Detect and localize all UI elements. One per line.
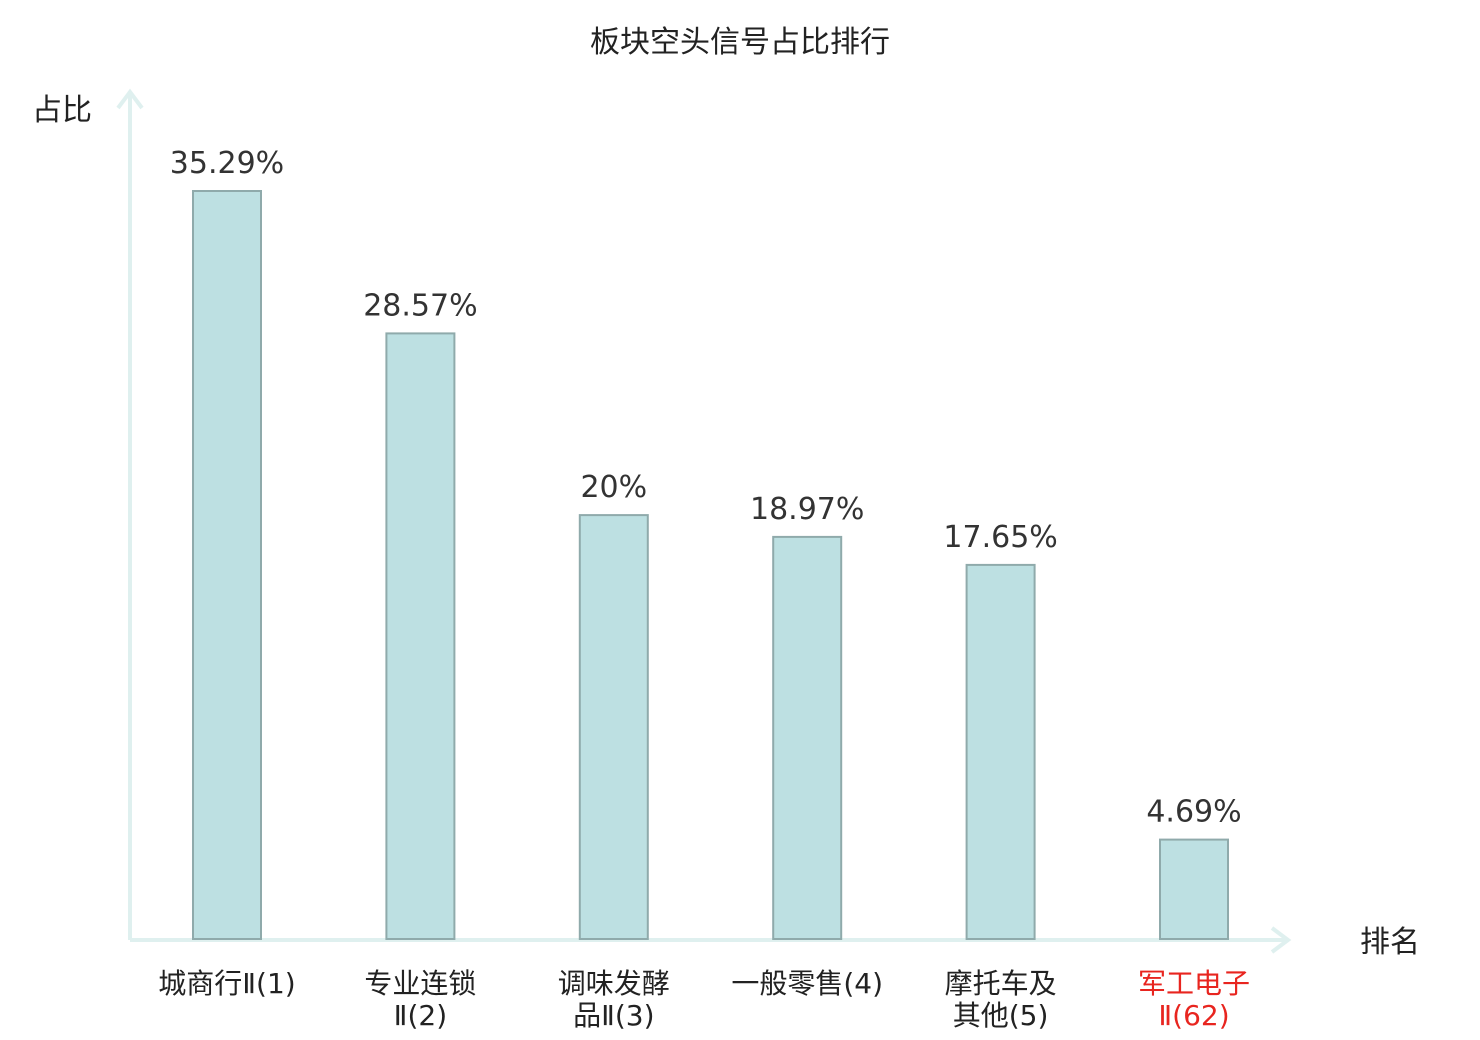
bar-value-label: 20% bbox=[580, 470, 647, 505]
x-axis bbox=[130, 926, 1292, 954]
chart-title: 板块空头信号占比排行 bbox=[590, 25, 890, 60]
x-axis-label: 排名 bbox=[1360, 925, 1420, 960]
bar-value-label: 17.65% bbox=[943, 520, 1057, 555]
category-tick-label: 调味发酵品Ⅱ(3) bbox=[558, 967, 670, 1032]
y-axis bbox=[116, 88, 144, 940]
bars-group bbox=[192, 190, 1229, 941]
category-tick-label: 军工电子 Ⅱ(62) bbox=[1138, 967, 1250, 1032]
category-labels-group: 城商行Ⅱ(1) 专业连锁 Ⅱ(2) 调味发酵品Ⅱ(3) 一般零售(4) 摩托车及其他(5)… bbox=[158, 967, 1250, 1032]
category-tick-label: 专业连锁 Ⅱ(2) bbox=[364, 967, 476, 1032]
category-tick-label: 一般零售(4) bbox=[731, 967, 883, 1000]
value-labels-group: 35.29% 28.57% 20% 18.97% 17.65% 4.69% bbox=[170, 146, 1242, 830]
bar bbox=[192, 190, 262, 940]
y-axis-label: 占比 bbox=[32, 93, 92, 128]
bar bbox=[385, 332, 456, 940]
bar-value-label: 4.69% bbox=[1146, 795, 1241, 830]
bar bbox=[772, 535, 843, 941]
bar bbox=[1159, 838, 1229, 940]
bar bbox=[965, 563, 1036, 941]
category-tick-label: 城商行Ⅱ(1) bbox=[158, 967, 295, 1000]
bar-value-label: 28.57% bbox=[363, 288, 477, 323]
bar bbox=[578, 514, 649, 940]
bar-value-label: 18.97% bbox=[750, 492, 864, 527]
bar-value-label: 35.29% bbox=[170, 146, 284, 181]
category-tick-label: 摩托车及其他(5) bbox=[945, 967, 1057, 1032]
